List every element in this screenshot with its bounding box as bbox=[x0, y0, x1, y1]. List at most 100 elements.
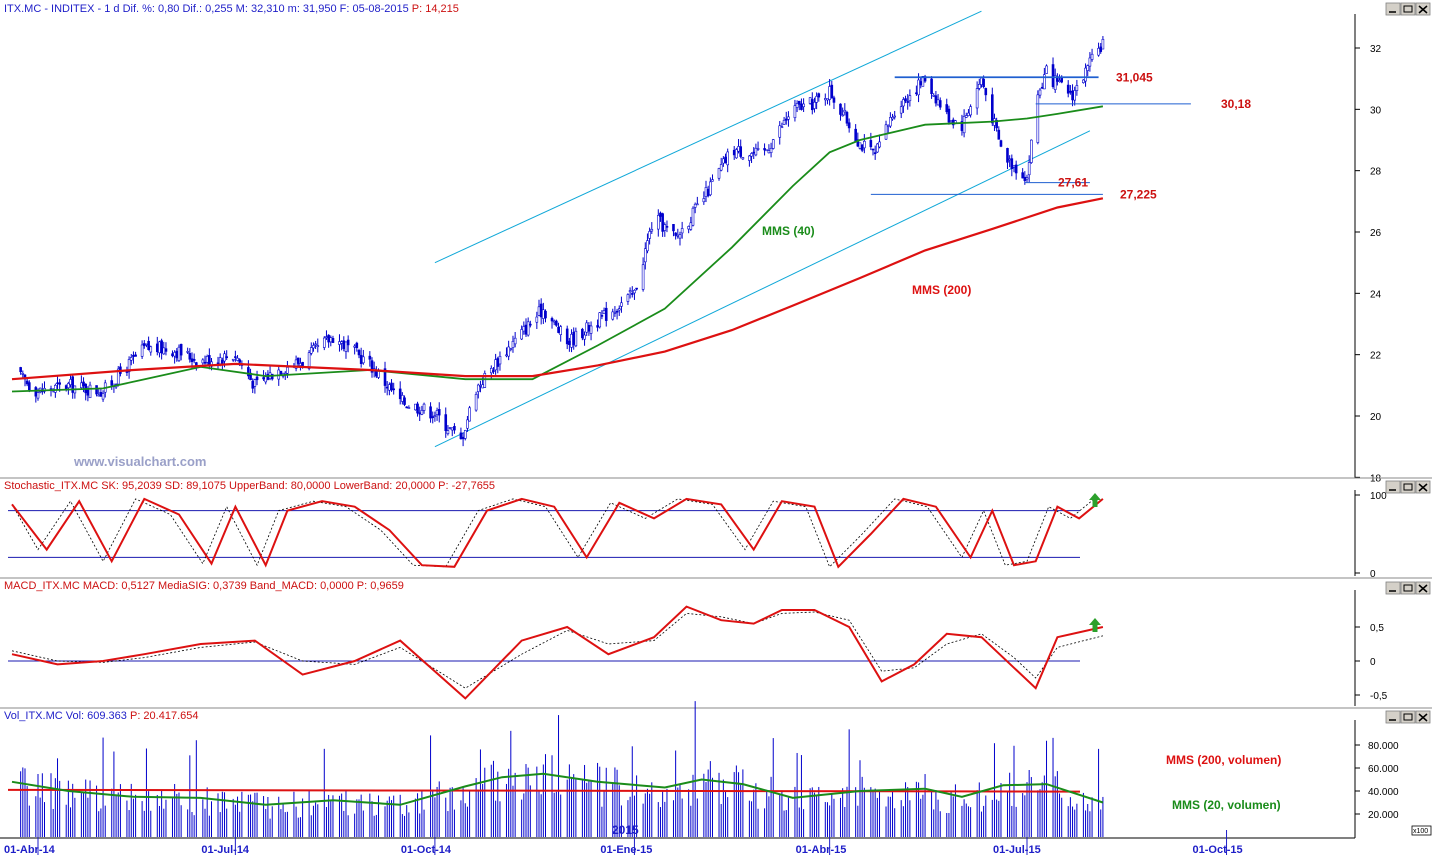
candle-body bbox=[145, 343, 148, 346]
x-tick-label: 01-Oct-14 bbox=[401, 844, 452, 856]
panel3-min-button[interactable] bbox=[1385, 710, 1401, 724]
candle-body bbox=[871, 148, 875, 151]
button-face bbox=[1400, 581, 1416, 595]
candle-body bbox=[155, 343, 159, 353]
candle-body bbox=[810, 99, 814, 111]
panel3-restore-button[interactable] bbox=[1400, 710, 1416, 724]
candle-body bbox=[808, 97, 812, 104]
panel2-close-button[interactable] bbox=[1415, 581, 1431, 595]
panel0-close-button[interactable] bbox=[1415, 2, 1431, 16]
candle-body bbox=[704, 187, 708, 197]
vol-y-tick-label: 40.000 bbox=[1368, 787, 1399, 798]
candle-body bbox=[828, 86, 831, 100]
candle-body bbox=[205, 356, 209, 363]
candle-body bbox=[906, 101, 910, 103]
candle-body bbox=[1101, 39, 1105, 50]
candle-body bbox=[164, 348, 168, 352]
candle-body bbox=[782, 119, 786, 125]
candle-body bbox=[149, 346, 153, 353]
price-y-axis: 32 30 28 26 24 22 20 18 bbox=[1355, 44, 1382, 484]
panel2-min-button[interactable] bbox=[1385, 581, 1401, 595]
macd-y-tick-label: 0,5 bbox=[1370, 623, 1384, 634]
candle-body bbox=[839, 103, 842, 115]
candle-body bbox=[1043, 74, 1046, 90]
candle-body bbox=[800, 103, 803, 110]
candle-body bbox=[628, 290, 632, 293]
candle-body bbox=[513, 337, 517, 345]
candle-body bbox=[769, 147, 773, 153]
vol-y-tick-label: 20.000 bbox=[1368, 810, 1399, 821]
panel1-restore-button[interactable] bbox=[1400, 480, 1416, 494]
close-icon bbox=[1418, 713, 1428, 722]
candle-body bbox=[524, 324, 528, 335]
candle-body bbox=[741, 157, 745, 160]
candle-body bbox=[370, 360, 374, 373]
candle-body bbox=[689, 222, 693, 230]
candle-body bbox=[192, 358, 196, 361]
candle-body bbox=[780, 126, 784, 129]
candle-body bbox=[832, 97, 836, 103]
candle-body bbox=[1008, 158, 1011, 161]
candle-body bbox=[160, 340, 163, 354]
candle-body bbox=[650, 228, 654, 232]
candle-body bbox=[1066, 84, 1070, 94]
candle-body bbox=[617, 308, 621, 311]
candle-body bbox=[711, 179, 714, 182]
panel2-restore-button[interactable] bbox=[1400, 581, 1416, 595]
candle-body bbox=[437, 409, 441, 416]
candle-body bbox=[1045, 65, 1048, 74]
candle-body bbox=[255, 376, 259, 381]
candle-body bbox=[203, 361, 207, 364]
candle-body bbox=[615, 310, 619, 313]
candle-body bbox=[223, 353, 226, 362]
channel-lower bbox=[434, 130, 1091, 448]
candle-body bbox=[316, 345, 320, 348]
candle-body bbox=[795, 103, 799, 108]
candle-body bbox=[908, 95, 912, 102]
candle-body bbox=[429, 406, 432, 419]
candle-body bbox=[179, 343, 183, 356]
candle-body bbox=[902, 99, 905, 107]
volume-panel: Vol_ITX.MC Vol: 609.363 P: 20.417.654 80… bbox=[0, 701, 1432, 838]
candle-body bbox=[583, 334, 586, 340]
candle-body bbox=[344, 341, 348, 352]
candle-body bbox=[1038, 89, 1042, 96]
candle-body bbox=[893, 115, 896, 118]
candle-body bbox=[390, 382, 393, 391]
macd-y-tick-label: -0,5 bbox=[1370, 691, 1388, 702]
button-face bbox=[1400, 710, 1416, 724]
button-face bbox=[1400, 480, 1416, 494]
candle-body bbox=[878, 141, 881, 148]
candle-body bbox=[468, 407, 471, 422]
candle-body bbox=[34, 387, 38, 397]
panel0-restore-button[interactable] bbox=[1400, 2, 1416, 16]
stoch-arrow-up-icon bbox=[1089, 493, 1101, 507]
candle-body bbox=[116, 368, 120, 385]
candle-body bbox=[69, 379, 72, 385]
candle-body bbox=[574, 330, 578, 347]
panel1-min-button[interactable] bbox=[1385, 480, 1401, 494]
candle-body bbox=[147, 340, 150, 350]
macd-plot bbox=[8, 605, 1104, 700]
candle-body bbox=[841, 114, 844, 117]
restore-icon bbox=[1403, 713, 1413, 721]
candle-body bbox=[886, 125, 890, 127]
candle-body bbox=[589, 325, 593, 334]
button-face bbox=[1400, 2, 1416, 16]
candle-body bbox=[980, 77, 983, 85]
panel0-min-button[interactable] bbox=[1385, 2, 1401, 16]
candle-body bbox=[362, 356, 365, 364]
price-header: ITX.MC - INDITEX - 1 d Dif. %: 0,80 Dif.… bbox=[4, 3, 459, 15]
ma40-label: MMS (40) bbox=[762, 224, 815, 238]
candle-body bbox=[377, 370, 380, 378]
candle-body bbox=[264, 376, 268, 383]
candle-body bbox=[767, 150, 771, 154]
candle-body bbox=[368, 355, 372, 360]
panel3-close-button[interactable] bbox=[1415, 710, 1431, 724]
candle-body bbox=[1053, 75, 1057, 90]
panel1-close-button[interactable] bbox=[1415, 480, 1431, 494]
candle-body bbox=[678, 234, 682, 239]
candle-body bbox=[990, 94, 994, 124]
candle-body bbox=[945, 104, 949, 113]
candle-body bbox=[542, 309, 545, 319]
